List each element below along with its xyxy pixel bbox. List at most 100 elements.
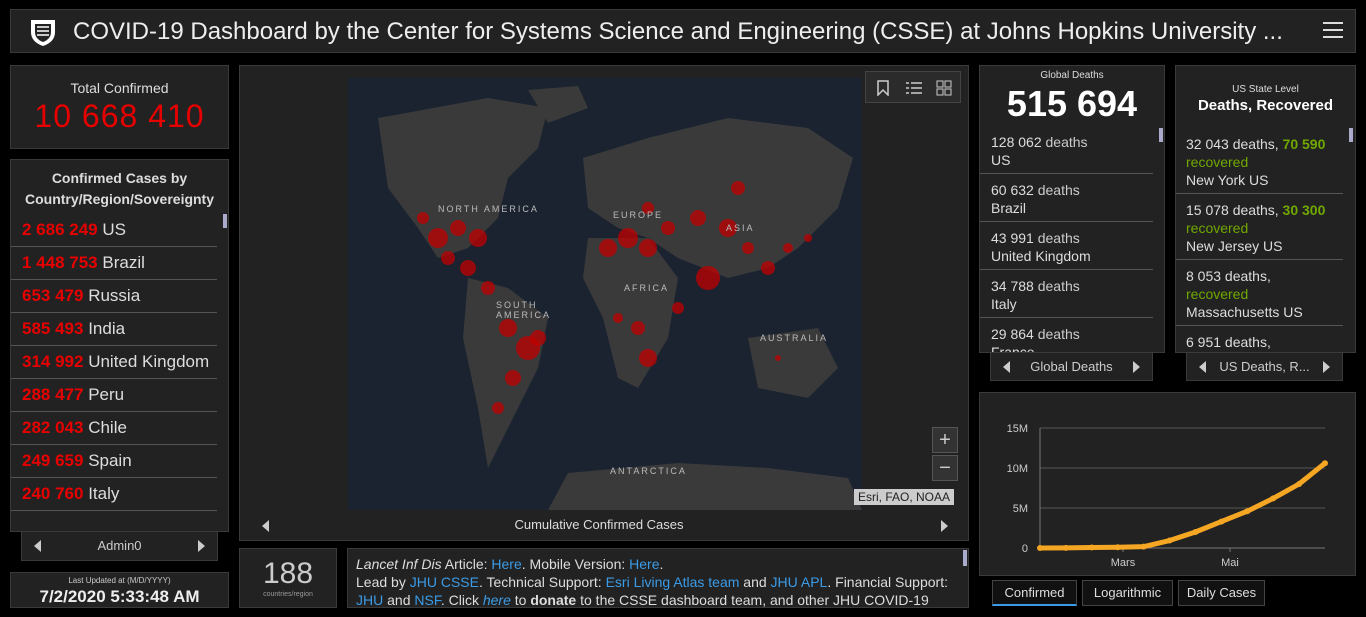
legend-list-icon[interactable]: [906, 81, 922, 95]
list-item[interactable]: 653 479 Russia: [11, 280, 217, 313]
list-item[interactable]: 1 448 753 Brazil: [11, 247, 217, 280]
data-point: [1088, 544, 1095, 551]
jhu-apl-link[interactable]: JHU APL: [770, 574, 828, 590]
list-item[interactable]: 282 043 Chile: [11, 412, 217, 445]
recovered-count: 30 300: [1282, 202, 1326, 218]
total-confirmed-panel: Total Confirmed 10 668 410: [10, 65, 229, 149]
mobile-version-link[interactable]: Here: [629, 556, 660, 572]
deaths-unit: deaths: [1033, 230, 1080, 246]
country-list[interactable]: 2 686 249 US 1 448 753 Brazil 653 479 Ru…: [11, 214, 217, 530]
last-updated-panel: Last Updated at (M/D/YYYY) 7/2/2020 5:33…: [10, 572, 229, 608]
recovered-label: recovered: [1186, 286, 1249, 302]
confirmed-line-chart: 0 5M 10M 15M Mars Mai: [1007, 423, 1328, 569]
list-item[interactable]: 128 062 deaths US: [980, 126, 1153, 174]
case-count: 288 477: [22, 385, 84, 404]
country-name: Italy: [991, 296, 1017, 312]
list-item[interactable]: 249 659 Spain: [11, 445, 217, 478]
info-text: .: [659, 556, 664, 572]
list-scrollbar[interactable]: [223, 214, 227, 228]
donate-link[interactable]: here: [482, 592, 511, 608]
list-item[interactable]: 34 788 deaths Italy: [980, 270, 1153, 318]
case-count: 314 992: [22, 352, 84, 371]
global-deaths-list[interactable]: 128 062 deaths US 60 632 deaths Brazil 43 …: [980, 126, 1153, 352]
zoom-in-button[interactable]: +: [932, 427, 958, 453]
death-count: 32 043 deaths,: [1186, 136, 1283, 152]
data-point: [1166, 537, 1173, 544]
info-scrollbar[interactable]: [963, 550, 967, 566]
list-item[interactable]: 2 686 249 US: [11, 214, 217, 247]
prev-arrow-icon[interactable]: [34, 540, 41, 552]
case-count: 249 659: [22, 451, 84, 470]
list-item[interactable]: 240 760 Italy: [11, 478, 217, 511]
article-link[interactable]: Here: [491, 556, 522, 572]
series-line: [1037, 460, 1328, 551]
list-item[interactable]: 15 078 deaths, 30 300 recovered New Jersey…: [1176, 194, 1343, 260]
prev-arrow-icon[interactable]: [1003, 360, 1010, 373]
confirmed-chart-panel: 0 5M 10M 15M Mars Mai: [979, 392, 1356, 576]
list-item[interactable]: 43 991 deaths United Kingdom: [980, 222, 1153, 270]
country-name: Brazil: [991, 200, 1027, 216]
prev-arrow-icon[interactable]: [1199, 360, 1206, 373]
list-item[interactable]: 585 493 India: [11, 313, 217, 346]
data-point: [1270, 495, 1277, 502]
list-item[interactable]: 8 053 deaths, recovered Massachusetts US: [1176, 260, 1343, 326]
basemap-gallery-icon[interactable]: [936, 80, 952, 96]
info-text: donate: [530, 592, 577, 608]
case-count: 282 043: [22, 418, 84, 437]
region-label: ASIA: [726, 223, 755, 233]
info-text: Lancet Inf Dis: [356, 556, 442, 572]
list-item[interactable]: 29 864 deaths France: [980, 318, 1153, 352]
next-arrow-icon[interactable]: [941, 520, 948, 532]
map-attribution: Esri, FAO, NOAA: [854, 489, 955, 505]
next-arrow-icon[interactable]: [1133, 360, 1140, 373]
country-name: US: [991, 152, 1011, 168]
nsf-link[interactable]: NSF: [414, 592, 441, 608]
next-arrow-icon[interactable]: [1323, 360, 1330, 373]
list-item[interactable]: 314 992 United Kingdom: [11, 346, 217, 379]
esri-link[interactable]: Esri Living Atlas team: [605, 574, 740, 590]
jhu-csse-link[interactable]: JHU CSSE: [409, 574, 479, 590]
data-point: [1037, 545, 1043, 551]
recovered-label: recovered: [1186, 220, 1249, 236]
death-count: 29 864: [991, 326, 1034, 342]
next-arrow-icon[interactable]: [198, 540, 205, 552]
data-point: [1114, 544, 1121, 551]
deaths-unit: deaths: [1041, 134, 1088, 150]
list-scrollbar[interactable]: [1159, 128, 1163, 142]
region-label: ANTARCTICA: [610, 466, 687, 476]
list-item[interactable]: 6 951 deaths,: [1176, 326, 1343, 352]
death-count: 6 951 deaths,: [1186, 334, 1271, 350]
y-tick-label: 15M: [1007, 423, 1028, 435]
recovered-label: recovered: [1186, 154, 1249, 170]
confirmed-by-country-panel: Confirmed Cases by Country/Region/Sovere…: [10, 159, 229, 532]
country-name: United Kingdom: [991, 248, 1091, 264]
data-point: [1322, 460, 1328, 467]
region-label: AUSTRALIA: [760, 333, 829, 343]
data-point: [1192, 529, 1199, 535]
jhu-link[interactable]: JHU: [356, 592, 384, 608]
case-count: 1 448 753: [22, 253, 98, 272]
bookmark-icon[interactable]: [876, 80, 890, 96]
list-item[interactable]: 288 477 Peru: [11, 379, 217, 412]
y-tick-label: 5M: [1013, 503, 1028, 515]
deaths-unit: deaths: [1033, 182, 1080, 198]
world-map[interactable]: NORTH AMERICA SOUTH AMERICA EUROPE AFRIC…: [348, 78, 862, 510]
countries-count-panel: 188 countries/region: [239, 548, 337, 608]
region-label: AFRICA: [624, 283, 670, 293]
info-text: and: [739, 574, 771, 590]
tab-confirmed[interactable]: Confirmed: [992, 580, 1077, 606]
hamburger-menu-icon[interactable]: [1323, 22, 1343, 40]
list-item[interactable]: 32 043 deaths, 70 590 recovered New York U…: [1176, 128, 1343, 194]
case-count: 240 760: [22, 484, 84, 503]
list-item[interactable]: 60 632 deaths Brazil: [980, 174, 1153, 222]
country-name: Russia: [88, 286, 141, 305]
global-deaths-value: 515 694: [1006, 83, 1138, 124]
tab-logarithmic[interactable]: Logarithmic: [1082, 580, 1173, 606]
list-scrollbar[interactable]: [1349, 128, 1353, 142]
us-state-list[interactable]: 32 043 deaths, 70 590 recovered New York U…: [1176, 128, 1343, 352]
prev-arrow-icon[interactable]: [262, 520, 269, 532]
info-text: . Financial Support:: [827, 574, 948, 590]
y-tick-label: 10M: [1007, 463, 1028, 475]
tab-daily-cases[interactable]: Daily Cases: [1178, 580, 1265, 606]
zoom-out-button[interactable]: −: [932, 455, 958, 481]
